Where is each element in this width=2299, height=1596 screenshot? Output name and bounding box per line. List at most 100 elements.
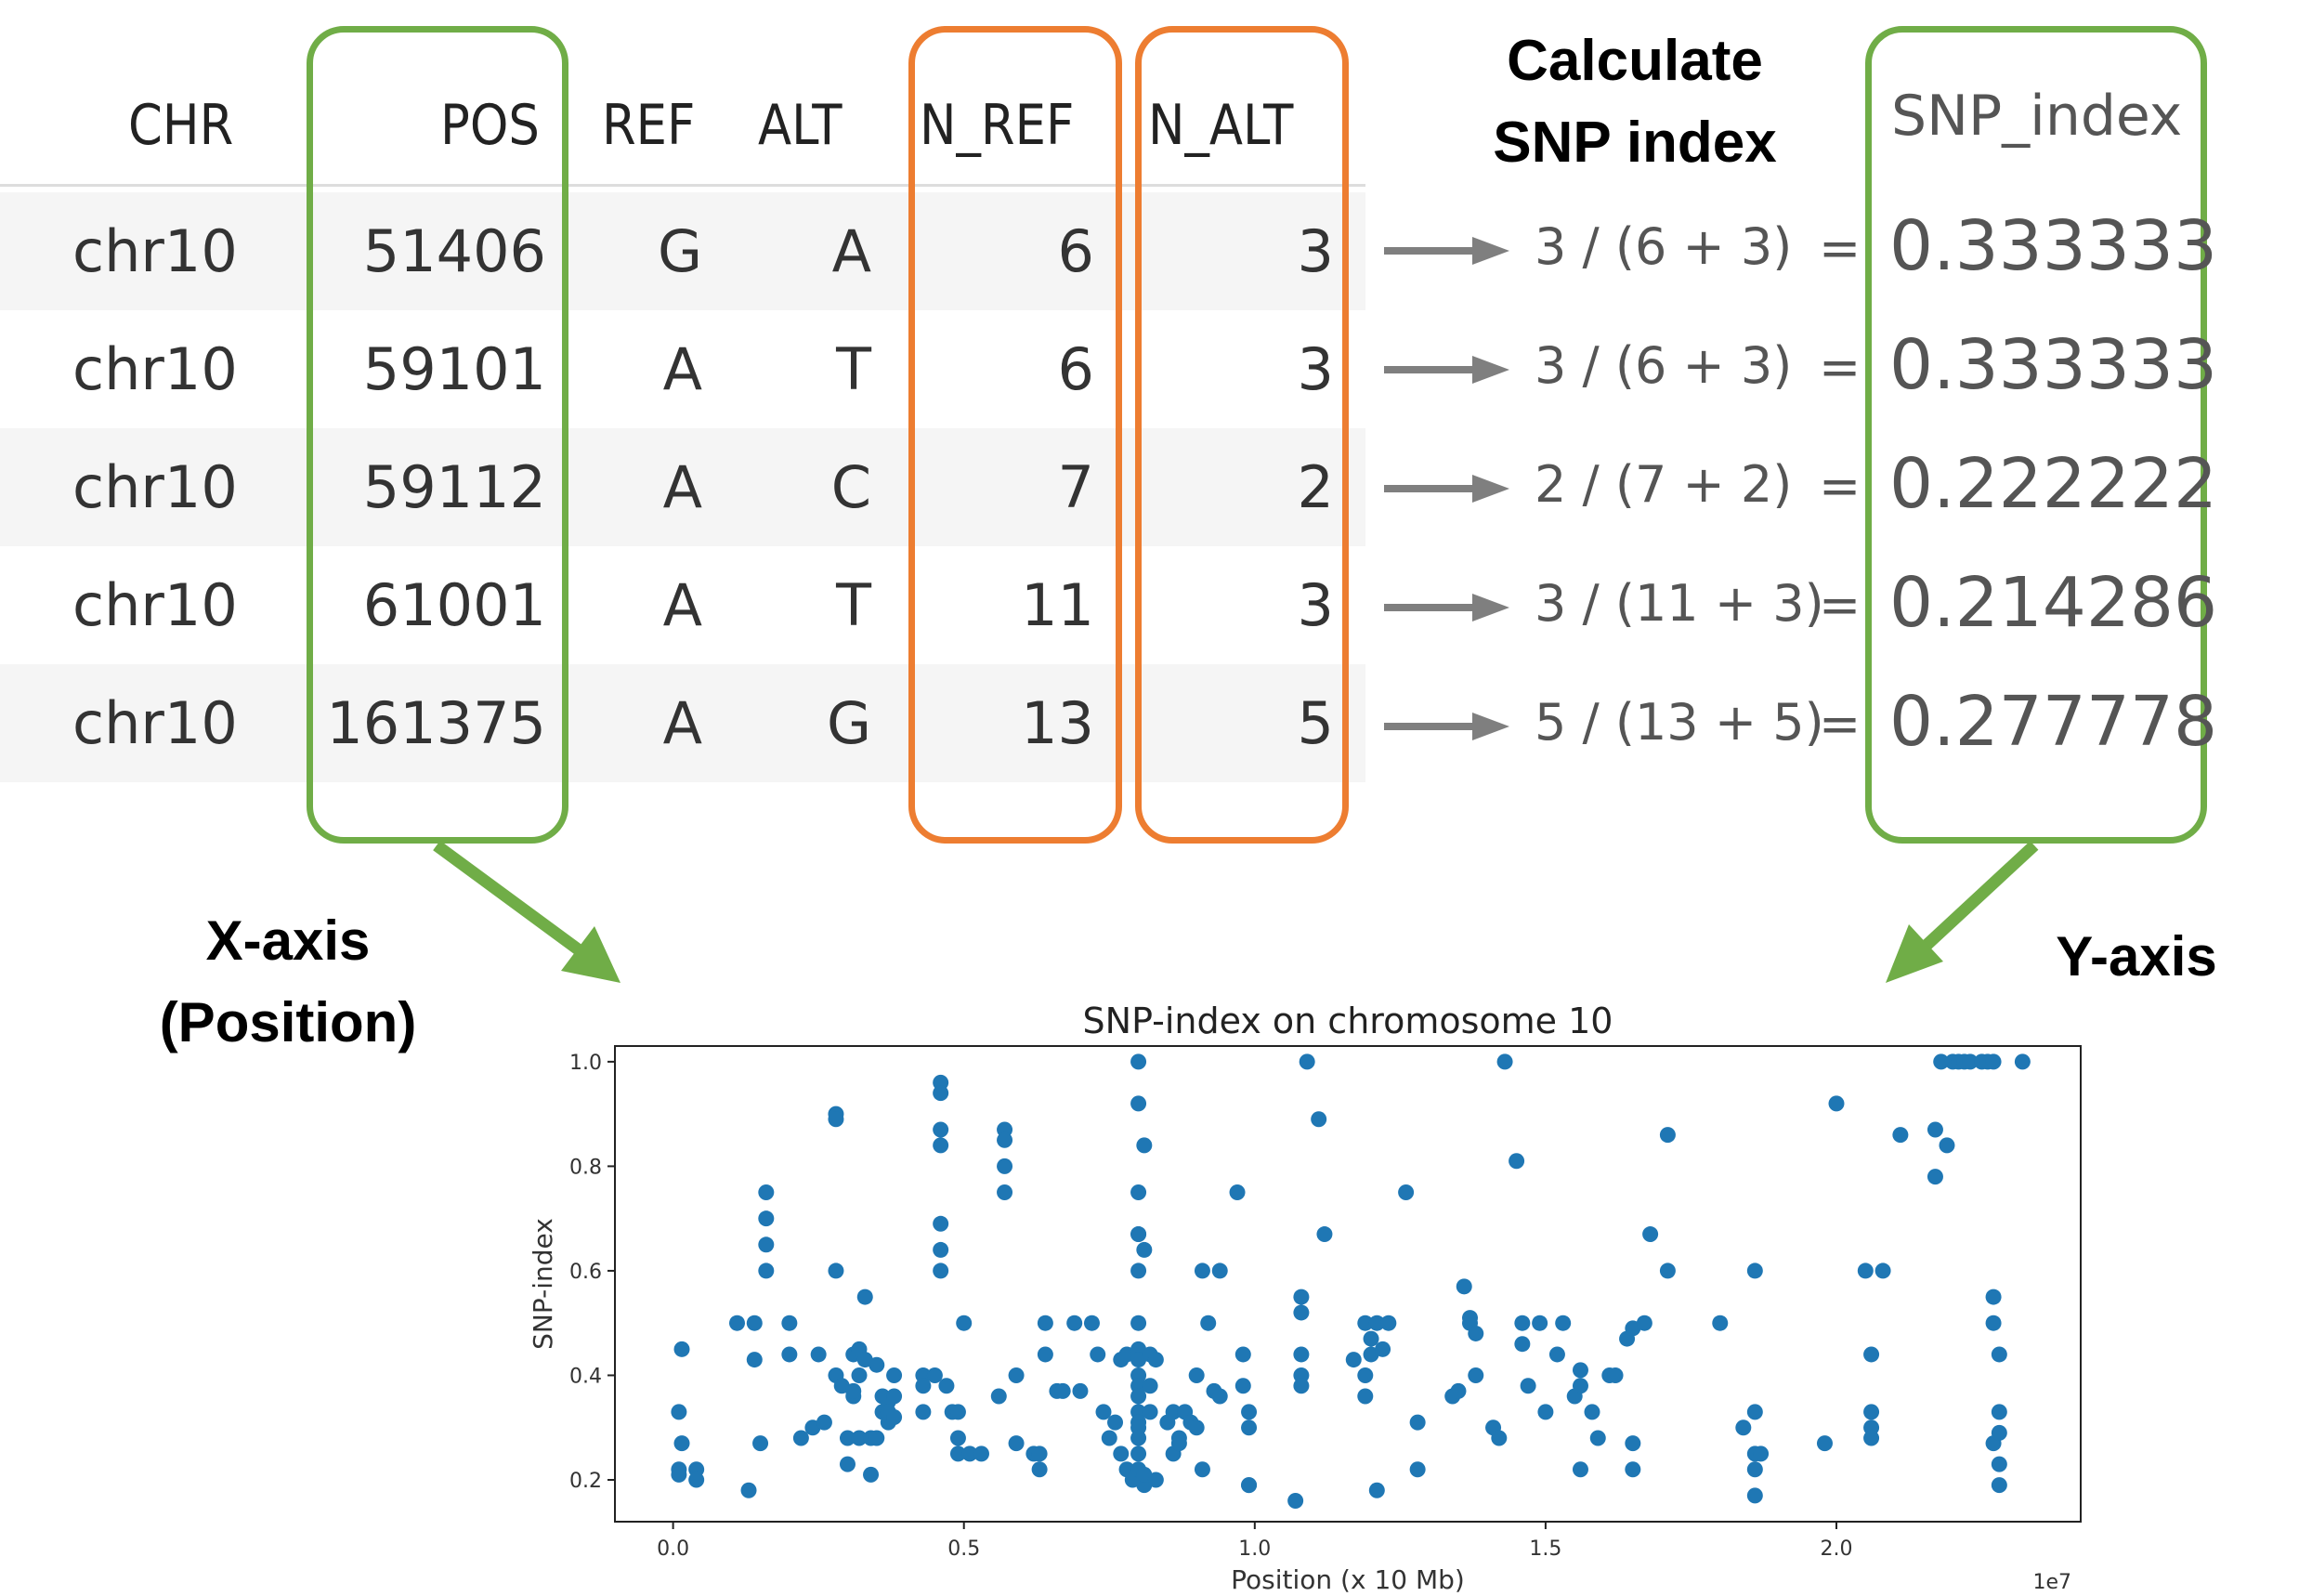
data-point bbox=[1572, 1378, 1588, 1394]
equals-sign: = bbox=[1819, 695, 1861, 753]
data-point bbox=[1962, 1053, 1979, 1070]
data-point bbox=[746, 1352, 763, 1368]
data-point bbox=[1345, 1352, 1362, 1368]
data-point bbox=[915, 1378, 932, 1394]
data-point bbox=[839, 1430, 856, 1446]
data-point bbox=[1188, 1367, 1205, 1383]
data-point bbox=[1991, 1456, 2007, 1472]
data-point bbox=[1130, 1226, 1147, 1243]
data-point bbox=[671, 1404, 687, 1420]
snp-index-header: SNP_index bbox=[1891, 84, 2183, 149]
data-point bbox=[1753, 1446, 1770, 1462]
data-point bbox=[1468, 1367, 1484, 1383]
formula: 5 / (13 + 5) bbox=[1535, 693, 1824, 752]
header-chr: CHR bbox=[128, 93, 234, 158]
data-point bbox=[933, 1241, 949, 1258]
data-point bbox=[1130, 1315, 1147, 1331]
cell-chr: chr10 bbox=[72, 689, 238, 757]
data-point bbox=[746, 1315, 763, 1331]
x-tick-label: 2.0 bbox=[1821, 1537, 1853, 1561]
calc-title-line1: Calculate bbox=[1507, 29, 1763, 93]
data-point bbox=[2014, 1053, 2031, 1070]
data-point bbox=[915, 1404, 932, 1420]
data-point bbox=[1659, 1127, 1676, 1144]
data-point bbox=[863, 1466, 880, 1483]
y-tick-label: 0.2 bbox=[569, 1470, 602, 1493]
cell-pos: 59101 bbox=[362, 335, 546, 403]
data-point bbox=[758, 1210, 775, 1227]
snp-index-value: 0.222222 bbox=[1889, 444, 2218, 524]
data-point bbox=[1625, 1435, 1641, 1452]
data-point bbox=[1357, 1315, 1374, 1331]
data-point bbox=[1357, 1388, 1374, 1405]
data-point bbox=[1101, 1430, 1117, 1446]
gray-arrow bbox=[1384, 237, 1509, 265]
gray-arrow bbox=[1384, 475, 1509, 503]
snp-index-value: 0.333333 bbox=[1889, 206, 2218, 286]
cell-n-ref: 11 bbox=[1021, 571, 1094, 639]
data-point bbox=[1642, 1226, 1659, 1243]
data-point bbox=[933, 1085, 949, 1102]
data-point bbox=[997, 1158, 1013, 1174]
data-point bbox=[949, 1404, 966, 1420]
data-point bbox=[1031, 1446, 1048, 1462]
formula: 3 / (6 + 3) bbox=[1535, 336, 1793, 395]
cell-n-alt: 3 bbox=[1297, 335, 1334, 403]
data-point bbox=[1746, 1404, 1763, 1420]
y-axis-arrow-line bbox=[1904, 841, 2039, 966]
data-point bbox=[1985, 1289, 2002, 1305]
cell-chr: chr10 bbox=[72, 335, 238, 403]
data-point bbox=[1211, 1388, 1228, 1405]
y-tick-label: 0.4 bbox=[569, 1365, 602, 1388]
data-point bbox=[1211, 1262, 1228, 1279]
data-point bbox=[869, 1356, 885, 1373]
data-point bbox=[938, 1378, 955, 1394]
data-point bbox=[1746, 1262, 1763, 1279]
cell-alt: T bbox=[836, 335, 871, 403]
snp-index-value: 0.214286 bbox=[1889, 563, 2218, 643]
data-point bbox=[1933, 1053, 1950, 1070]
data-point bbox=[1130, 1430, 1147, 1446]
data-point bbox=[851, 1367, 868, 1383]
data-point bbox=[1380, 1315, 1397, 1331]
data-point bbox=[1555, 1315, 1572, 1331]
data-point bbox=[1863, 1404, 1880, 1420]
data-point bbox=[752, 1435, 769, 1452]
cell-n-alt: 2 bbox=[1297, 453, 1334, 521]
x-axis-label: Position (x 10 Mb) bbox=[1231, 1564, 1465, 1595]
y-axis-label: Y-axis bbox=[2056, 925, 2217, 988]
x-tick-label: 0.5 bbox=[947, 1537, 980, 1561]
data-point bbox=[1031, 1461, 1048, 1478]
data-point bbox=[1607, 1367, 1624, 1383]
data-point bbox=[1892, 1127, 1909, 1144]
data-point bbox=[1532, 1315, 1548, 1331]
n-alt-column-highlight bbox=[1135, 26, 1349, 844]
data-point bbox=[990, 1388, 1007, 1405]
n-ref-column-highlight bbox=[908, 26, 1122, 844]
data-point bbox=[673, 1435, 690, 1452]
data-point bbox=[688, 1472, 705, 1488]
data-point bbox=[933, 1262, 949, 1279]
data-point bbox=[1991, 1346, 2007, 1363]
data-point bbox=[839, 1456, 856, 1472]
data-point bbox=[1136, 1241, 1153, 1258]
data-point bbox=[1130, 1053, 1147, 1070]
data-point bbox=[1293, 1378, 1310, 1394]
data-point bbox=[956, 1315, 973, 1331]
data-point bbox=[1409, 1461, 1426, 1478]
equals-sign: = bbox=[1819, 338, 1861, 397]
data-point bbox=[1113, 1446, 1130, 1462]
data-point bbox=[1287, 1492, 1304, 1509]
data-point bbox=[673, 1341, 690, 1357]
data-point bbox=[1985, 1053, 2002, 1070]
data-point bbox=[781, 1346, 798, 1363]
data-point bbox=[1194, 1262, 1210, 1279]
data-point bbox=[1165, 1404, 1182, 1420]
data-point bbox=[1147, 1472, 1164, 1488]
data-point bbox=[1509, 1153, 1525, 1170]
data-point bbox=[1939, 1137, 1955, 1154]
data-point bbox=[810, 1346, 827, 1363]
data-point bbox=[1229, 1184, 1246, 1201]
scatter-chart: SNP-index on chromosome 10 0.0 0.5 1.0 1.5 2.… bbox=[528, 1001, 2082, 1595]
data-point bbox=[1514, 1315, 1531, 1331]
